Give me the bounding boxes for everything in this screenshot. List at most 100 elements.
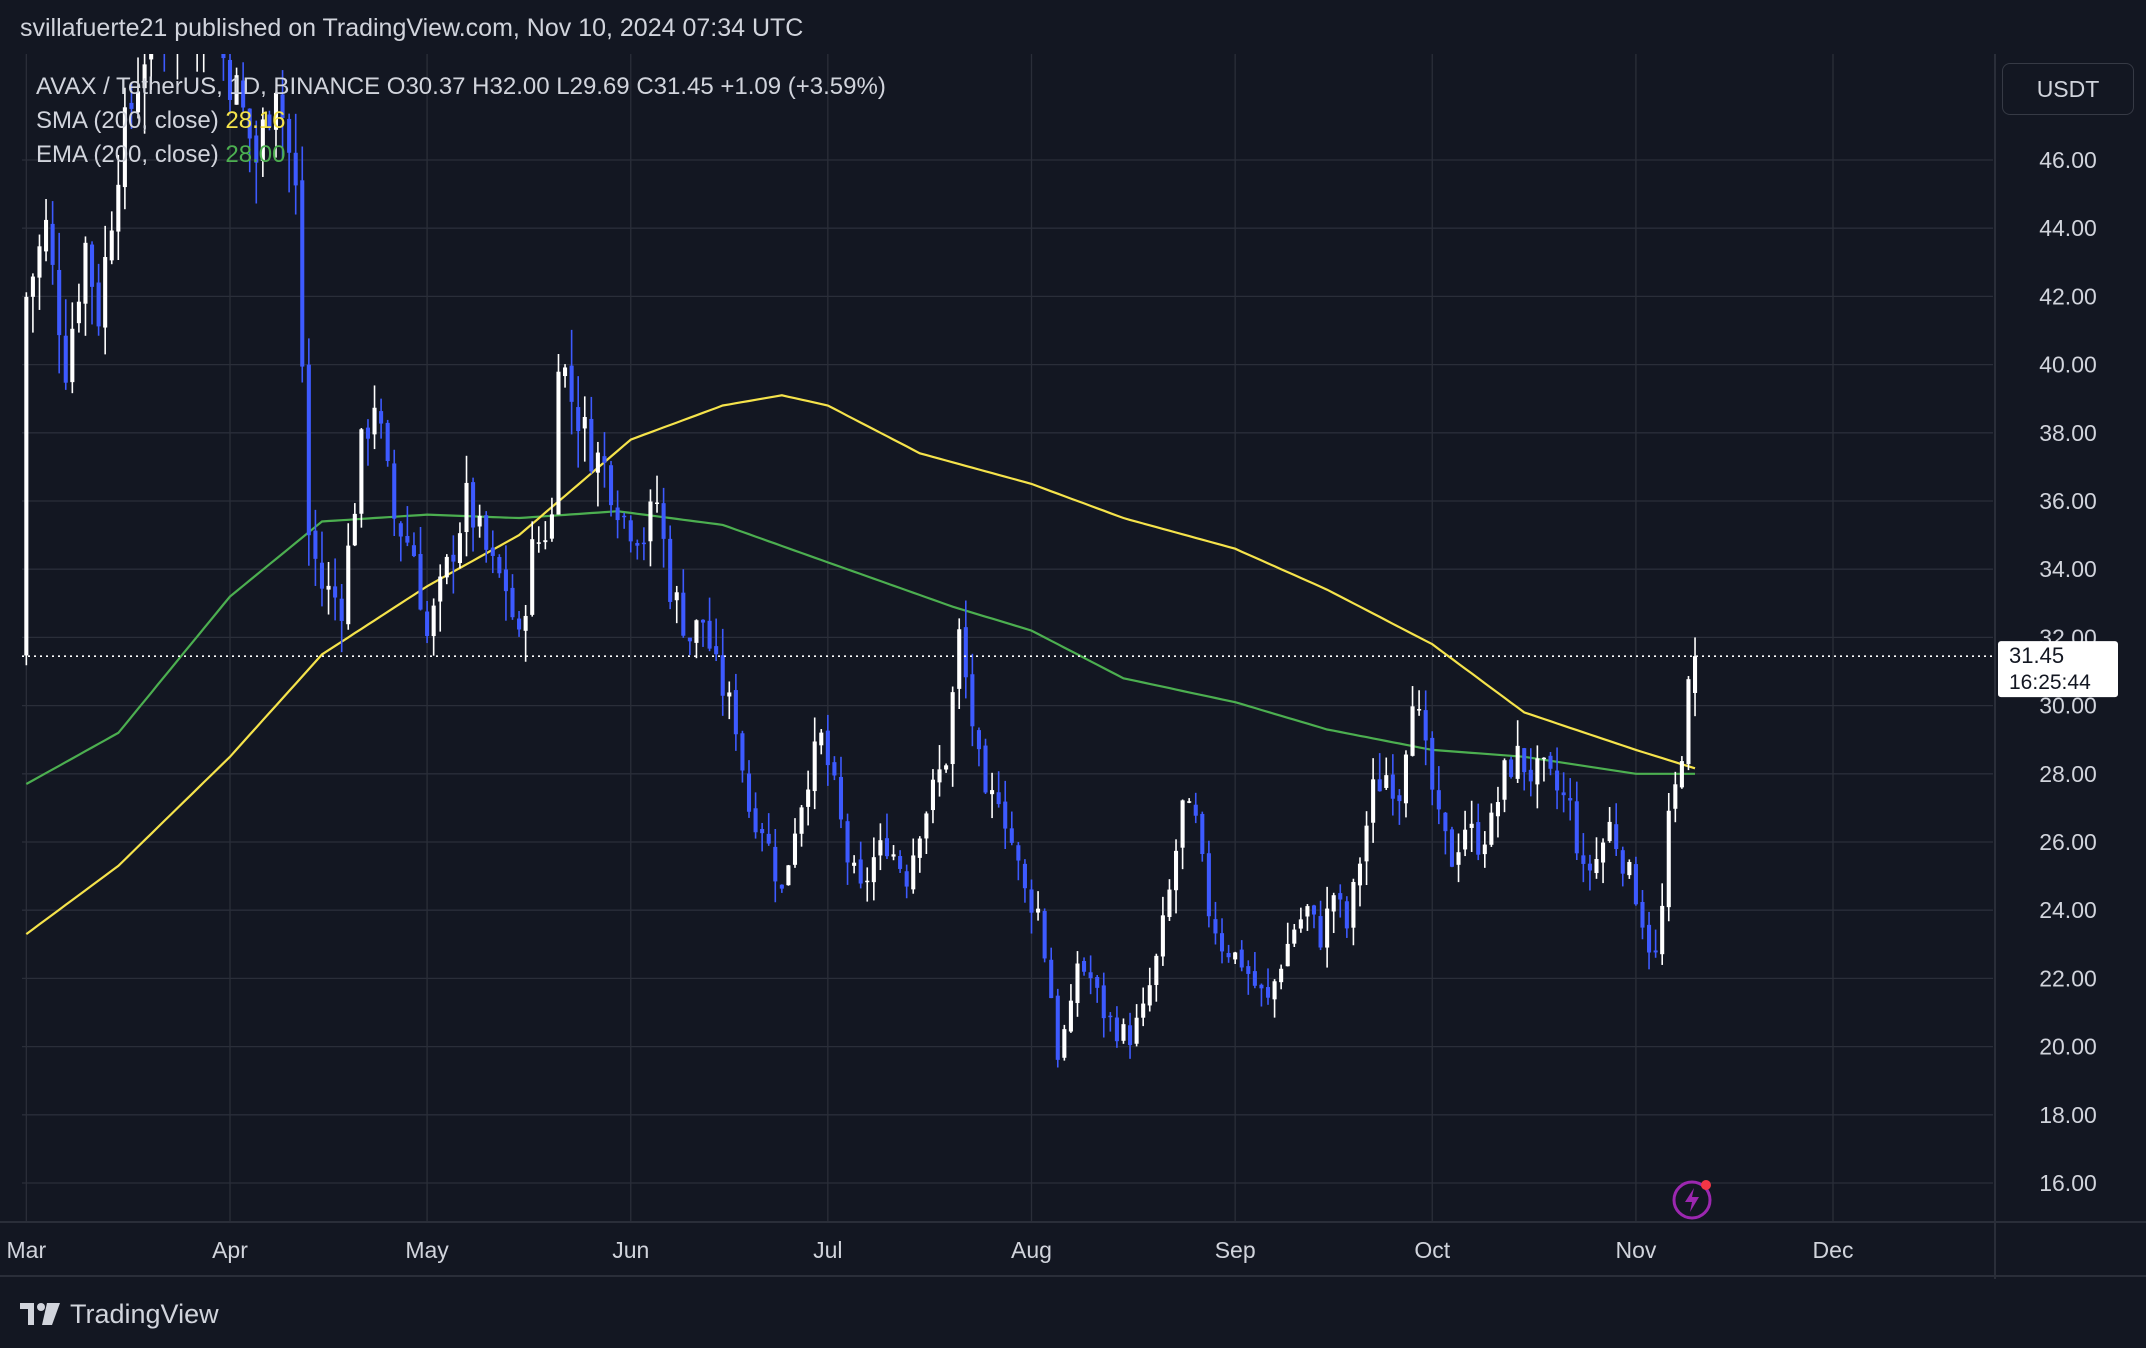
- candle-body: [1154, 955, 1159, 985]
- candle-body: [517, 618, 522, 630]
- candle-body: [996, 792, 1001, 805]
- candle-body: [411, 545, 416, 557]
- candle-body: [1417, 709, 1422, 711]
- candle-body: [300, 180, 305, 367]
- candle-body: [44, 219, 49, 252]
- candle-body: [963, 627, 968, 678]
- candle-body: [1351, 882, 1356, 928]
- candle-body: [431, 605, 436, 637]
- candle-body: [1082, 960, 1087, 972]
- candle-body: [753, 808, 758, 833]
- candle-body: [694, 620, 699, 643]
- candle-body: [1134, 1017, 1139, 1044]
- candle-body: [944, 765, 949, 770]
- candle-body: [536, 542, 541, 544]
- candle-body: [878, 840, 883, 856]
- x-tick-label: Dec: [1813, 1237, 1854, 1263]
- x-tick-label: Nov: [1615, 1237, 1656, 1263]
- candle-body: [1555, 770, 1560, 791]
- candle-body: [260, 119, 265, 161]
- candle-body: [668, 538, 673, 602]
- y-tick-label: 28.00: [2039, 761, 2097, 787]
- candle-body: [1377, 779, 1382, 792]
- candle-body: [917, 838, 922, 858]
- x-tick-label: Aug: [1011, 1237, 1052, 1263]
- candle-body: [1029, 889, 1034, 913]
- price-chart[interactable]: 16.0018.0020.0022.0024.0026.0028.0030.00…: [0, 54, 2146, 1279]
- candle-body: [1003, 801, 1008, 829]
- ema-label: EMA (200, close): [36, 141, 219, 168]
- chart-legend: AVAX / TetherUS, 1D, BINANCE O30.37 H32.…: [36, 70, 886, 172]
- symbol-ohlc-line: AVAX / TetherUS, 1D, BINANCE O30.37 H32.…: [36, 73, 886, 100]
- candle-body: [30, 276, 35, 297]
- candle-body: [1568, 798, 1573, 801]
- candle-body: [293, 152, 298, 186]
- candle-body: [582, 417, 587, 429]
- candle-body: [1371, 779, 1376, 823]
- candle-body: [1653, 950, 1658, 953]
- candle-body: [1036, 908, 1041, 913]
- x-tick-label: Oct: [1414, 1237, 1450, 1263]
- candle-body: [96, 282, 101, 327]
- candle-body: [1482, 844, 1487, 855]
- candle-body: [1147, 985, 1152, 1006]
- candle-body: [1298, 919, 1303, 929]
- y-tick-label: 42.00: [2039, 283, 2097, 309]
- candle-body: [287, 118, 292, 153]
- candle-body: [635, 543, 640, 546]
- candle-body: [444, 556, 449, 578]
- y-tick-label: 34.00: [2039, 556, 2097, 582]
- candle-body: [1436, 790, 1441, 810]
- footer-brand: TradingView: [20, 1296, 219, 1332]
- candle-body: [37, 246, 42, 278]
- candle-body: [1213, 919, 1218, 934]
- candle-body: [569, 365, 574, 402]
- candle-body: [1114, 1017, 1119, 1042]
- candle-body: [602, 456, 607, 463]
- currency-button[interactable]: USDT: [2002, 63, 2134, 115]
- candle-body: [1403, 754, 1409, 804]
- published-byline: svillafuerte21 published on TradingView.…: [20, 14, 804, 42]
- candle-body: [904, 871, 909, 887]
- candle-body: [1318, 916, 1323, 948]
- candle-body: [142, 64, 147, 89]
- candle-body: [267, 114, 272, 128]
- lightning-alert-icon[interactable]: [1672, 1178, 1714, 1220]
- candle-body: [1397, 795, 1402, 802]
- candle-body: [858, 859, 863, 884]
- price-tag-countdown: 16:25:44: [2009, 671, 2091, 694]
- candle-body: [628, 520, 633, 542]
- candle-body: [490, 547, 495, 556]
- candle-body: [280, 94, 285, 118]
- chart-axes: 16.0018.0020.0022.0024.0026.0028.0030.00…: [0, 54, 2146, 1279]
- candle-body: [273, 92, 279, 130]
- candle-body: [57, 269, 62, 336]
- candle-body: [359, 429, 364, 514]
- candle-body: [1311, 905, 1317, 915]
- candle-body: [700, 619, 706, 623]
- candle-body: [1627, 862, 1632, 876]
- candle-body: [1535, 758, 1540, 785]
- candle-body: [825, 730, 830, 766]
- y-tick-label: 46.00: [2039, 147, 2097, 173]
- candle-body: [681, 592, 686, 636]
- candle-body: [1390, 774, 1395, 799]
- x-tick-label: Sep: [1215, 1237, 1256, 1263]
- candle-body: [1193, 804, 1198, 816]
- candle-body: [1252, 971, 1257, 986]
- candle-body: [1443, 812, 1448, 832]
- candle-body: [1561, 792, 1566, 796]
- candle-body: [957, 629, 962, 689]
- candle-body: [1410, 706, 1415, 756]
- candle-body: [740, 733, 745, 771]
- candle-body: [589, 418, 594, 472]
- candle-body: [1456, 852, 1461, 865]
- candle-body: [1620, 850, 1625, 874]
- ema200-line: [25, 510, 1695, 785]
- candle-body: [549, 514, 554, 539]
- candle-body: [365, 427, 370, 439]
- candle-body: [63, 335, 68, 383]
- candle-body: [83, 242, 88, 304]
- candle-body: [1279, 968, 1284, 983]
- candle-body: [241, 80, 246, 108]
